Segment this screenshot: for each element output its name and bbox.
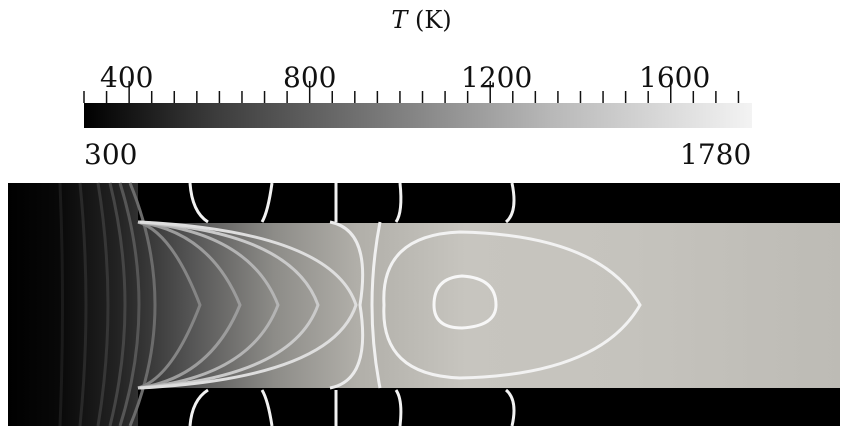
lower-wall: [138, 388, 840, 426]
segment-line: [188, 182, 209, 224]
isotherm-hot-core: [432, 274, 498, 330]
segment-line: [394, 182, 403, 223]
colorbar-max-label: 1780: [680, 138, 752, 171]
title-unit: (K): [415, 6, 452, 34]
tick-label-1200: 1200: [461, 61, 533, 94]
segment-line: [260, 182, 274, 223]
isotherm: [96, 182, 110, 426]
isotherms: [58, 182, 642, 426]
isotherm: [118, 182, 141, 426]
isotherm: [382, 230, 642, 380]
segment-line: [260, 389, 274, 426]
isotherm: [370, 221, 382, 389]
isotherm: [78, 182, 88, 426]
title-symbol: T: [391, 6, 408, 34]
segment-line: [394, 389, 403, 426]
tick-label-1600: 1600: [639, 61, 711, 94]
isotherm: [128, 182, 157, 426]
colorbar-min-label: 300: [84, 138, 138, 171]
segment-line: [188, 388, 209, 426]
isotherm: [58, 182, 64, 426]
wall-segment-boundaries: [188, 182, 516, 426]
isotherm: [137, 220, 320, 390]
segment-line: [504, 182, 516, 224]
isotherm: [108, 182, 127, 426]
colorbar-gradient: [84, 103, 752, 128]
tick-label-400: 400: [100, 61, 154, 94]
isotherm: [329, 220, 365, 390]
isotherm: [137, 220, 280, 390]
isotherm: [137, 220, 202, 390]
colorbar-title: T (K): [0, 6, 843, 34]
colorbar-minor-ticks: [83, 81, 740, 103]
upper-wall: [138, 183, 840, 223]
isotherm: [137, 220, 242, 390]
isotherm: [139, 220, 358, 390]
segment-line: [504, 388, 516, 426]
